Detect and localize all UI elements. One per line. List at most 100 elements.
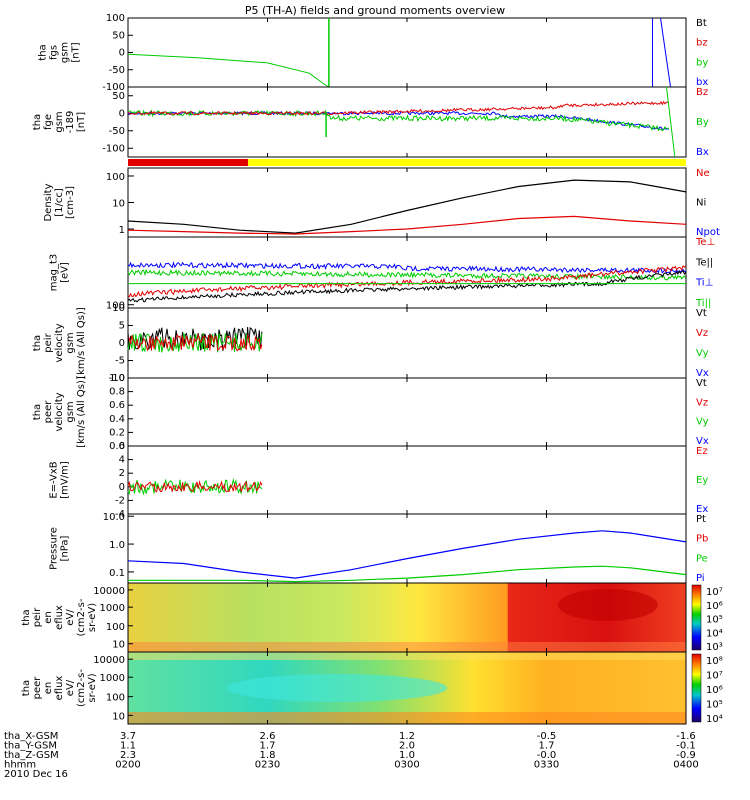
footer-row-label: tha_Y-GSM: [4, 741, 57, 752]
y-axis-label: tha: [32, 335, 43, 351]
y-tick-label: 100: [106, 13, 125, 24]
y-axis-label: peir: [32, 607, 43, 627]
colorbar-label: 10⁸: [706, 656, 723, 667]
y-tick-label: 10: [112, 640, 125, 651]
series-Ni: [127, 179, 687, 234]
legend-Ne: Ne: [696, 168, 710, 179]
panel-frame-7: [127, 445, 687, 515]
y-tick-label: -2: [115, 495, 125, 506]
footer-value: 0230: [255, 760, 280, 771]
legend-Vy: Vy: [696, 348, 709, 359]
y-axis-label: fgs: [49, 45, 60, 60]
legend-Bz: Bz: [696, 87, 708, 98]
colorbar-label: 10⁴: [706, 628, 723, 639]
y-tick-label: 0.6: [109, 400, 125, 411]
jump-By: [665, 86, 676, 158]
y-axis-label: gsm: [65, 401, 76, 422]
y-axis-label: velocity: [54, 392, 65, 431]
legend-Vx: Vx: [696, 436, 709, 447]
series-Pe: [128, 565, 687, 583]
legend-By: By: [696, 117, 709, 128]
y-axis-label: tha: [21, 680, 32, 696]
y-axis-label: en: [43, 611, 54, 624]
y-axis-label: tha: [38, 44, 49, 60]
legend-Ti⊥: Ti⊥: [695, 278, 713, 289]
panel-frame-8: [127, 513, 687, 584]
footer-value: 0400: [673, 760, 698, 771]
y-tick-label: 0: [119, 482, 125, 493]
footer-value: 1.1: [120, 741, 136, 752]
y-axis-label: fge: [43, 114, 54, 130]
legend-Vz: Vz: [696, 397, 708, 408]
y-axis-label: (cm2-s-: [76, 669, 87, 707]
y-tick-label: 0: [119, 338, 125, 349]
y-axis-label: velocity: [54, 323, 65, 362]
y-tick-label: 1000: [100, 603, 125, 614]
y-axis-label: [mV/m]: [60, 461, 71, 499]
y-axis-label: -189: [65, 111, 76, 134]
y-axis-label: peir: [43, 332, 54, 352]
flux-band: [227, 674, 448, 702]
legend-Pt: Pt: [696, 514, 706, 525]
plot-date: 2010 Dec 16: [4, 769, 68, 780]
legend-Npot: Npot: [696, 227, 720, 238]
series-Bx: [127, 110, 669, 130]
footer-value: 2.6: [260, 731, 276, 742]
footer-value: 1.2: [399, 731, 415, 742]
footer-value: -0.1: [676, 741, 696, 752]
y-axis-label: gsm: [65, 332, 76, 353]
legend-Ex: Ex: [696, 504, 708, 515]
footer-value: 1.7: [539, 741, 555, 752]
y-tick-label: 50: [112, 30, 125, 41]
y-axis-label: (cm2-s-: [76, 598, 87, 636]
y-tick-label: 50: [112, 91, 125, 102]
y-tick-label: 0.0: [109, 441, 125, 452]
y-axis-label: Pressure: [49, 527, 60, 570]
y-axis-label: gsm: [54, 111, 65, 132]
footer-value: 1.0: [399, 750, 415, 761]
y-axis-label: [1/cc]: [54, 188, 65, 217]
colorbar-label: 10⁷: [706, 587, 723, 598]
y-tick-label: 100: [106, 301, 125, 312]
colorbar-label: 10⁴: [706, 714, 723, 725]
footer-value: -0.9: [676, 750, 696, 761]
y-axis-label: peer: [32, 676, 43, 700]
y-tick-label: 1.0: [109, 540, 125, 551]
legend-Bt: Bt: [696, 18, 707, 29]
y-tick-label: 2: [119, 468, 125, 479]
y-tick-label: 0.1: [109, 568, 125, 579]
footer-value: -0.0: [537, 750, 557, 761]
mode-strip-red: [128, 159, 248, 166]
y-axis-label: [nT]: [71, 42, 82, 62]
y-tick-label: 1: [119, 225, 125, 236]
y-tick-label: 0.8: [109, 387, 125, 398]
colorbar-10: [691, 653, 702, 723]
colorbar-label: 10⁵: [706, 700, 723, 711]
y-tick-label: -50: [109, 65, 125, 76]
footer-value: 0200: [115, 760, 140, 771]
legend-bz: bz: [696, 38, 708, 49]
y-tick-label: 100: [106, 693, 125, 704]
y-axis-label: E=-VxB: [49, 461, 60, 498]
y-tick-label: -4: [115, 509, 125, 520]
colorbar-9: [691, 584, 702, 651]
legend-Ni: Ni: [696, 198, 706, 209]
legend-Pi: Pi: [696, 573, 705, 584]
legend-Vx: Vx: [696, 368, 709, 379]
colorbar-label: 10⁷: [706, 671, 723, 682]
footer-row-label: hhmm: [4, 760, 36, 771]
series-Te-perp: [127, 265, 687, 298]
footer-value: -0.5: [537, 731, 557, 742]
colorbar-label: 10⁵: [706, 615, 723, 626]
legend-Pb: Pb: [696, 534, 708, 545]
y-axis-label: tha: [32, 114, 43, 130]
y-tick-label: 5: [119, 321, 125, 332]
y-axis-label: en: [43, 682, 54, 695]
series-by: [127, 53, 332, 88]
footer-value: 0300: [394, 760, 419, 771]
legend-by: by: [696, 57, 708, 68]
legend-Vt: Vt: [696, 308, 707, 319]
footer-value: 0330: [534, 760, 559, 771]
colorbar-label: 10⁶: [706, 685, 723, 696]
y-tick-label: 0.4: [109, 414, 125, 425]
